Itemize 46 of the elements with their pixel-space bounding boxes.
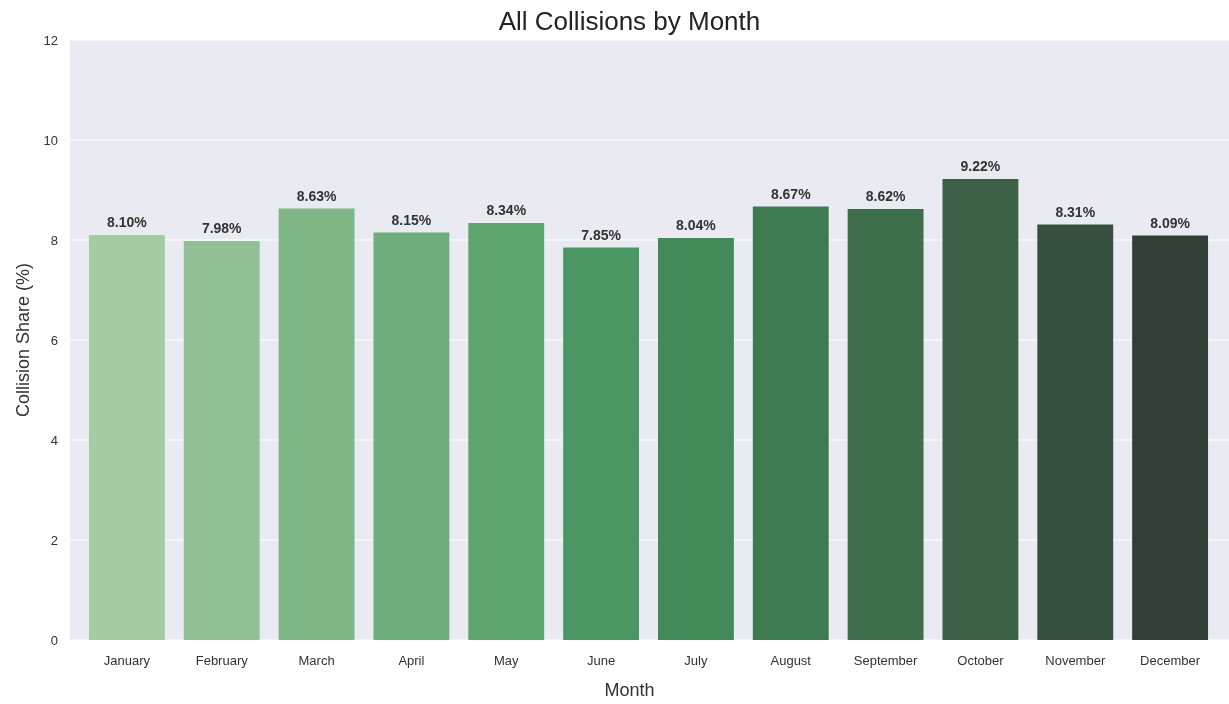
x-axis-title: Month bbox=[604, 680, 655, 700]
data-label: 8.04% bbox=[676, 217, 717, 233]
y-tick-label: 0 bbox=[50, 632, 58, 648]
data-label: 8.63% bbox=[296, 187, 337, 204]
x-tick-label: June bbox=[586, 653, 616, 668]
data-label: 8.10% bbox=[107, 214, 148, 230]
bar bbox=[468, 223, 545, 640]
bar bbox=[563, 247, 640, 640]
data-label: 8.62% bbox=[865, 188, 906, 204]
data-label: 8.09% bbox=[1150, 214, 1191, 231]
bar bbox=[657, 238, 734, 640]
data-label: 7.85% bbox=[581, 226, 622, 243]
data-label: 8.67% bbox=[770, 185, 812, 202]
bar bbox=[942, 179, 1019, 640]
x-tick-label: April bbox=[398, 653, 425, 668]
y-tick-label: 8 bbox=[50, 232, 58, 248]
x-tick-label: December bbox=[1140, 653, 1201, 668]
x-tick-label: August bbox=[770, 653, 812, 668]
data-label: 9.22% bbox=[960, 158, 1001, 174]
x-tick-label: November bbox=[1045, 653, 1106, 668]
bar bbox=[1037, 224, 1114, 640]
y-tick-label: 12 bbox=[43, 32, 58, 48]
bar bbox=[88, 235, 165, 640]
bar bbox=[1132, 235, 1209, 640]
bar bbox=[183, 241, 260, 640]
y-axis-title: Collision Share (%) bbox=[13, 262, 33, 418]
x-tick-label: October bbox=[957, 653, 1005, 668]
bar bbox=[847, 209, 924, 640]
y-tick-label: 10 bbox=[43, 132, 58, 148]
bar bbox=[278, 208, 355, 640]
data-label: 8.31% bbox=[1055, 203, 1096, 220]
bar bbox=[373, 232, 450, 640]
x-tick-label: September bbox=[853, 653, 919, 668]
x-tick-label: May bbox=[493, 653, 520, 668]
data-label: 8.15% bbox=[391, 211, 432, 228]
chart-title: All Collisions by Month bbox=[498, 6, 761, 36]
x-tick-label: July bbox=[684, 653, 708, 668]
y-tick-label: 4 bbox=[50, 432, 58, 448]
data-label: 8.34% bbox=[486, 202, 527, 218]
y-tick-label: 6 bbox=[50, 332, 58, 348]
data-label: 7.98% bbox=[201, 220, 243, 236]
x-tick-label: March bbox=[298, 653, 335, 668]
bar bbox=[752, 206, 829, 640]
x-tick-label: January bbox=[103, 653, 151, 668]
y-tick-label: 2 bbox=[50, 532, 58, 548]
x-tick-label: February bbox=[195, 653, 249, 668]
